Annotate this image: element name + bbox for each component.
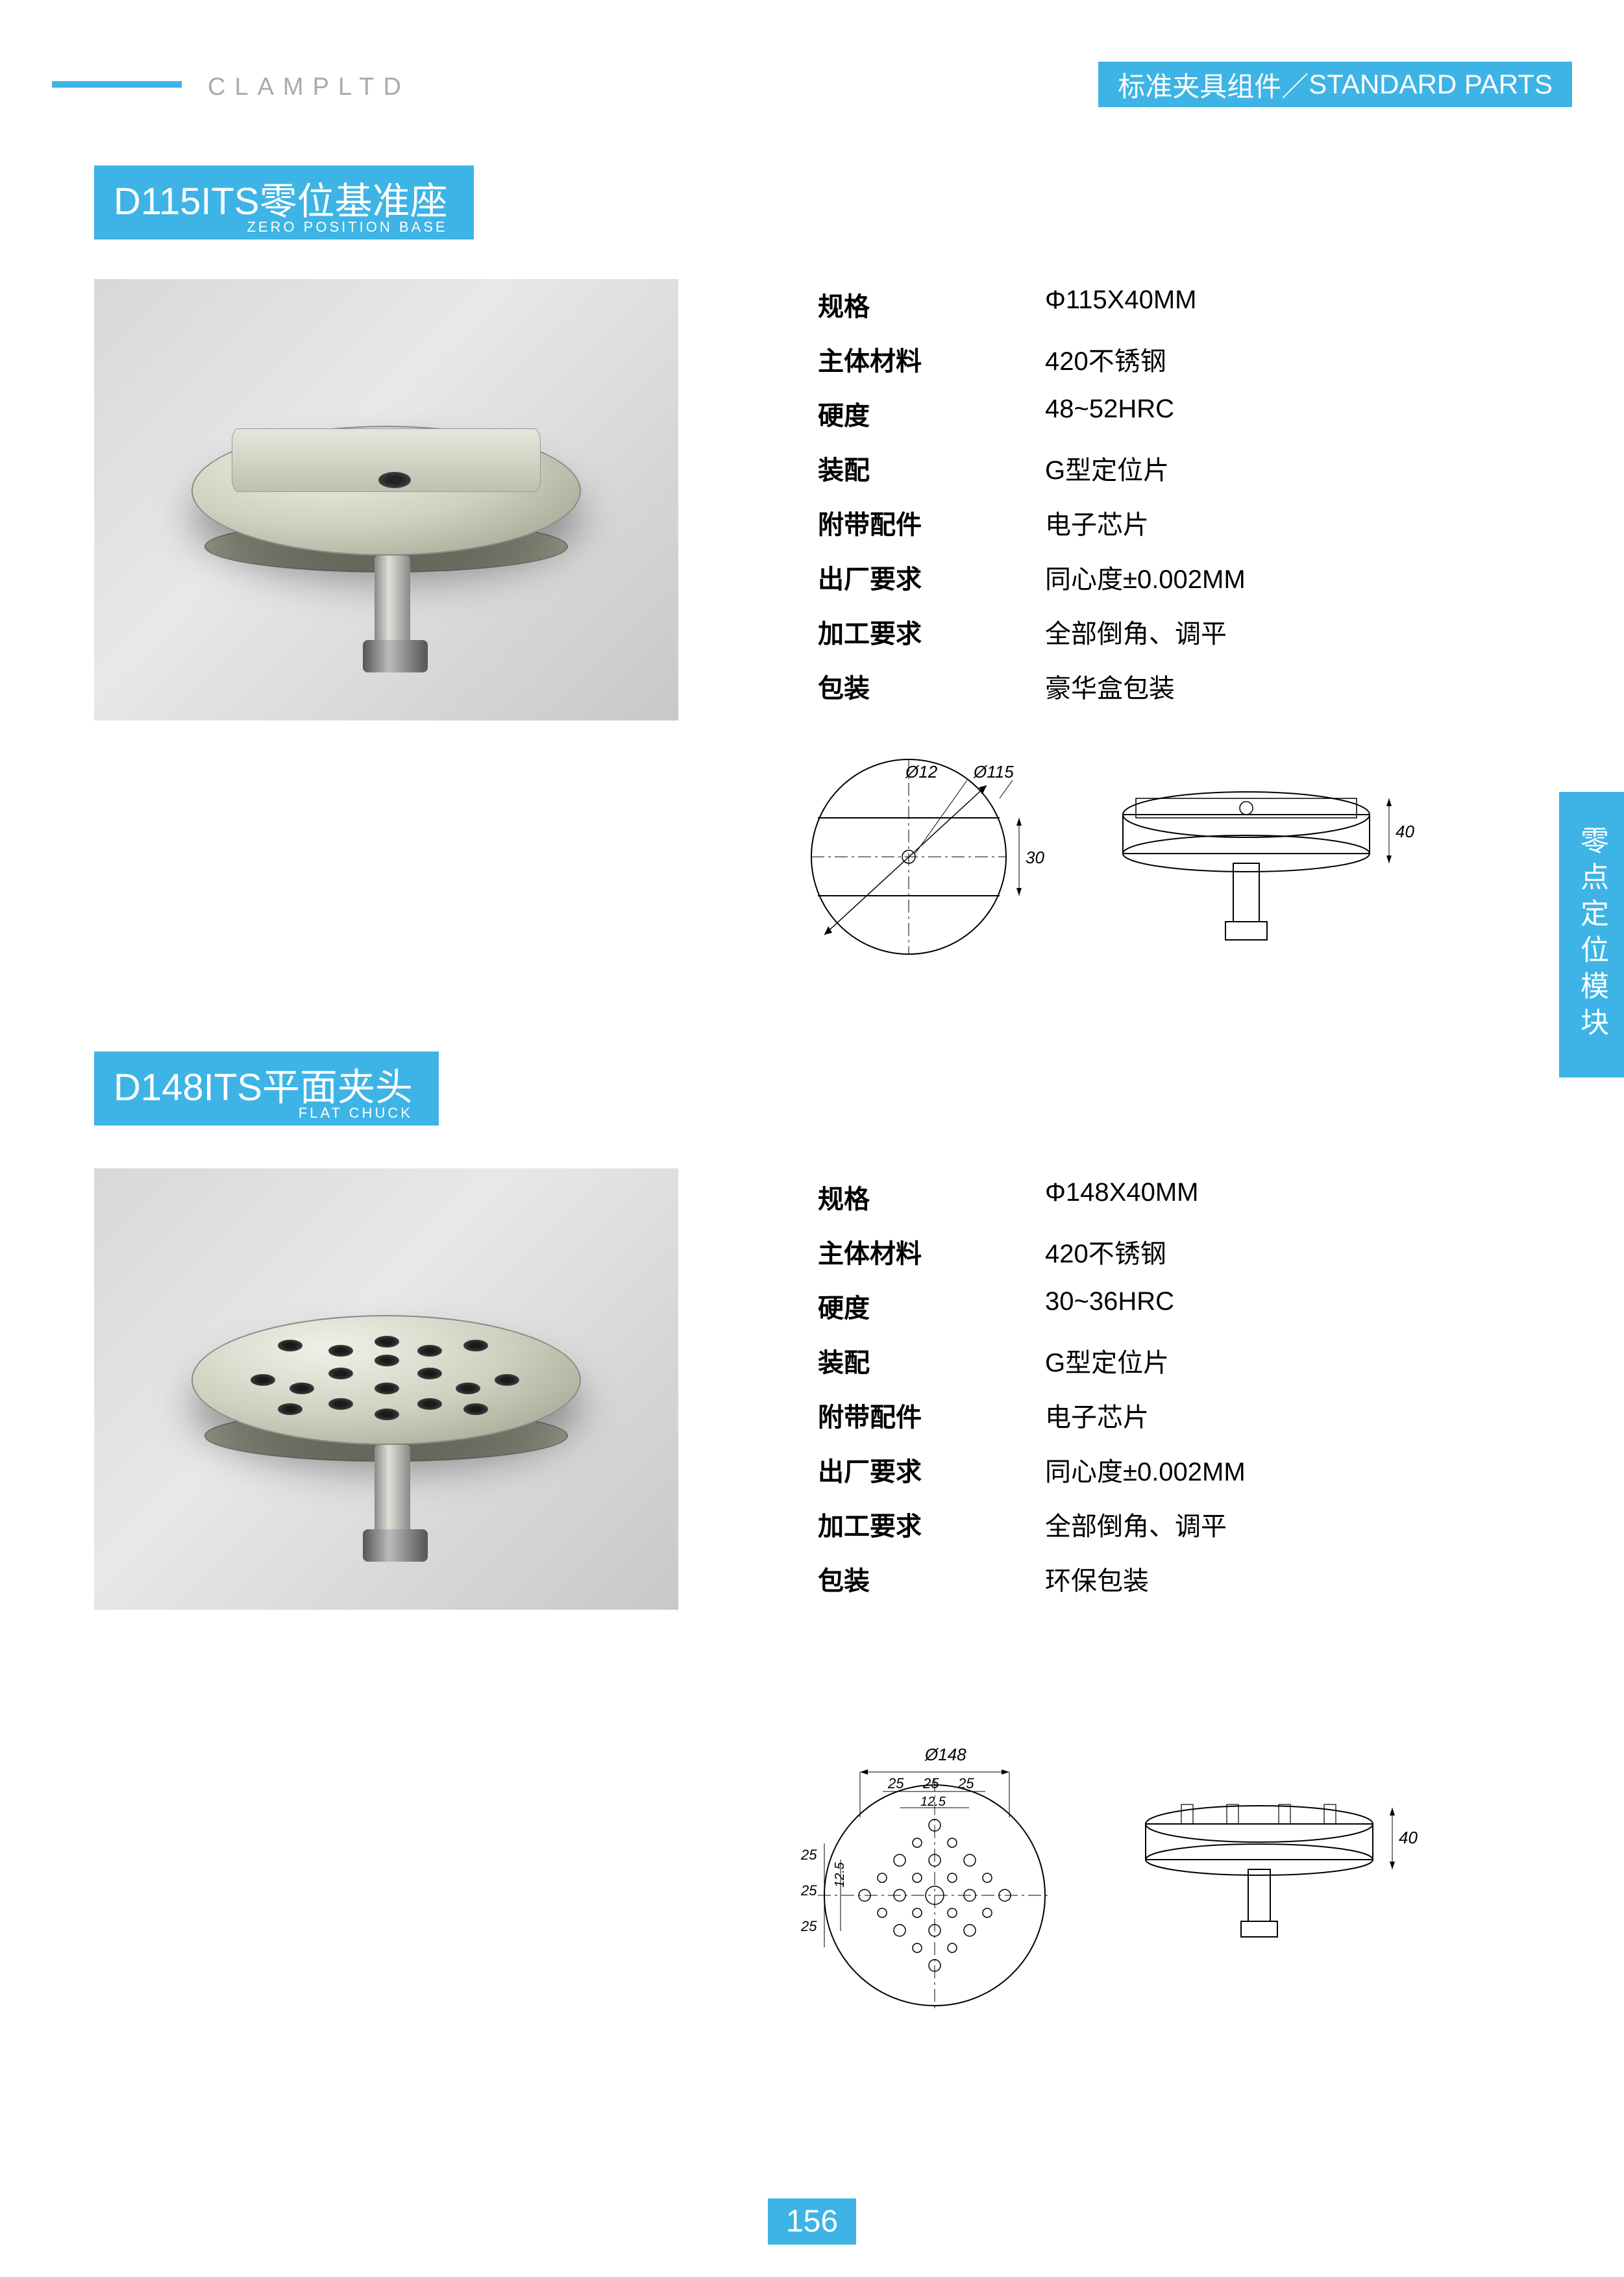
category-cn: 标准夹具组件	[1118, 65, 1281, 105]
spec-row: 出厂要求同心度±0.002MM	[818, 1451, 1246, 1488]
spec-row: 硬度48~52HRC	[818, 395, 1246, 432]
svg-text:25: 25	[922, 1775, 939, 1791]
spec-value: 同心度±0.002MM	[1045, 558, 1246, 596]
svg-text:Ø115: Ø115	[973, 762, 1014, 782]
spec-label: 装配	[818, 449, 1045, 487]
category-en: STANDARD PARTS	[1309, 69, 1553, 100]
spec-row: 附带配件电子芯片	[818, 1396, 1246, 1434]
spec-label: 装配	[818, 1342, 1045, 1379]
product1-subtitle: ZERO POSITION BASE	[247, 219, 447, 236]
spec-label: 包装	[818, 1560, 1045, 1597]
spec-label: 出厂要求	[818, 558, 1045, 596]
spec-value: 48~52HRC	[1045, 395, 1174, 432]
spec-label: 硬度	[818, 395, 1045, 432]
svg-text:25: 25	[887, 1775, 904, 1791]
side-tab: 零点定位模块	[1559, 792, 1624, 1077]
spec-row: 包装环保包装	[818, 1560, 1246, 1597]
spec-row: 加工要求全部倒角、调平	[818, 1505, 1246, 1543]
spec-label: 规格	[818, 286, 1045, 323]
spec-row: 装配G型定位片	[818, 1342, 1246, 1379]
spec-label: 加工要求	[818, 613, 1045, 650]
product2-render	[94, 1168, 678, 1610]
svg-text:25: 25	[800, 1847, 817, 1863]
product1-spec-table: 规格Φ115X40MM主体材料420不锈钢硬度48~52HRC装配G型定位片附带…	[818, 286, 1246, 722]
spec-value: 环保包装	[1045, 1560, 1149, 1597]
spec-label: 附带配件	[818, 504, 1045, 541]
spec-value: Φ148X40MM	[1045, 1178, 1198, 1216]
spec-row: 主体材料420不锈钢	[818, 1233, 1246, 1270]
spec-label: 包装	[818, 667, 1045, 705]
spec-label: 附带配件	[818, 1396, 1045, 1434]
product2-title: D148ITS平面夹头	[114, 1057, 413, 1111]
spec-row: 加工要求全部倒角、调平	[818, 613, 1246, 650]
spec-label: 规格	[818, 1178, 1045, 1216]
spec-value: 420不锈钢	[1045, 340, 1166, 378]
header-accent-line	[52, 81, 182, 88]
svg-text:25: 25	[957, 1775, 974, 1791]
spec-row: 主体材料420不锈钢	[818, 340, 1246, 378]
product2-subtitle: FLAT CHUCK	[299, 1105, 413, 1122]
spec-value: 420不锈钢	[1045, 1233, 1166, 1270]
spec-label: 出厂要求	[818, 1451, 1045, 1488]
product2-spec-table: 规格Φ148X40MM主体材料420不锈钢硬度30~36HRC装配G型定位片附带…	[818, 1178, 1246, 1614]
svg-text:30: 30	[1026, 848, 1044, 867]
category-sep: ／	[1281, 65, 1309, 105]
spec-value: G型定位片	[1045, 1342, 1169, 1379]
spec-row: 硬度30~36HRC	[818, 1287, 1246, 1325]
product1-tech-drawing: Ø12 Ø115 30 40	[779, 733, 1428, 970]
page-header: CLAMPLTD 标准夹具组件 ／ STANDARD PARTS	[0, 62, 1624, 107]
spec-label: 主体材料	[818, 1233, 1045, 1270]
svg-text:12.5: 12.5	[920, 1795, 946, 1809]
spec-value: 豪华盒包装	[1045, 667, 1175, 705]
spec-value: Φ115X40MM	[1045, 286, 1197, 323]
spec-value: 30~36HRC	[1045, 1287, 1174, 1325]
product2-tech-drawing: Ø148 25 25 25 12.5 25 25 25 12.5	[779, 1714, 1428, 2028]
spec-value: 电子芯片	[1045, 504, 1149, 541]
spec-value: 全部倒角、调平	[1045, 613, 1227, 650]
product1-title: D115ITS零位基准座	[114, 171, 448, 225]
header-category: 标准夹具组件 ／ STANDARD PARTS	[1098, 62, 1572, 107]
spec-label: 加工要求	[818, 1505, 1045, 1543]
spec-row: 装配G型定位片	[818, 449, 1246, 487]
spec-row: 出厂要求同心度±0.002MM	[818, 558, 1246, 596]
product1-render	[94, 279, 678, 720]
spec-label: 硬度	[818, 1287, 1045, 1325]
svg-text:12.5: 12.5	[833, 1862, 847, 1888]
spec-row: 规格Φ115X40MM	[818, 286, 1246, 323]
spec-value: 同心度±0.002MM	[1045, 1451, 1246, 1488]
spec-row: 规格Φ148X40MM	[818, 1178, 1246, 1216]
spec-value: 电子芯片	[1045, 1396, 1149, 1434]
svg-text:25: 25	[800, 1918, 817, 1934]
spec-row: 附带配件电子芯片	[818, 504, 1246, 541]
spec-row: 包装豪华盒包装	[818, 667, 1246, 705]
spec-value: 全部倒角、调平	[1045, 1505, 1227, 1543]
spec-label: 主体材料	[818, 340, 1045, 378]
svg-text:Ø12: Ø12	[905, 762, 938, 782]
svg-text:Ø148: Ø148	[924, 1745, 966, 1764]
svg-text:40: 40	[1399, 1828, 1418, 1847]
spec-value: G型定位片	[1045, 449, 1169, 487]
product2-title-box: D148ITS平面夹头 FLAT CHUCK	[94, 1052, 439, 1126]
svg-text:25: 25	[800, 1882, 817, 1899]
product1-title-box: D115ITS零位基准座 ZERO POSITION BASE	[94, 166, 474, 240]
svg-text:40: 40	[1396, 822, 1414, 841]
company-name: CLAMPLTD	[208, 73, 410, 101]
page-number: 156	[768, 2198, 856, 2245]
